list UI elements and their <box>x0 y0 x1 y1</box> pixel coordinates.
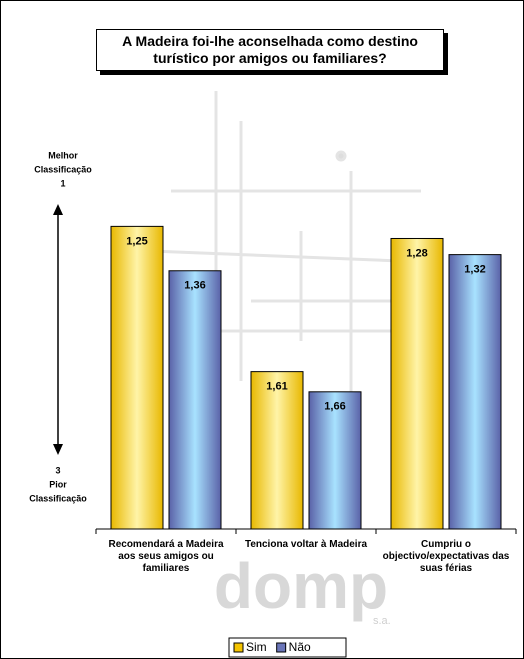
bar <box>308 391 362 530</box>
legend-box <box>228 637 347 658</box>
legend-swatch <box>276 642 287 653</box>
annotation-bottom: 3 <box>55 465 60 475</box>
annotation-bottom: Pior <box>49 479 67 489</box>
value-label: 1,25 <box>126 235 147 247</box>
bar <box>390 237 444 530</box>
legend-label: Não <box>289 640 311 654</box>
legend-swatch <box>233 642 244 653</box>
value-label: 1,66 <box>324 401 345 413</box>
legend-label: Sim <box>246 640 267 654</box>
bar <box>448 254 502 530</box>
watermark-map <box>150 91 431 401</box>
chart-title: A Madeira foi-lhe aconselhada como desti… <box>96 29 444 71</box>
x-tick-label: Tenciona voltar à Madeira <box>244 539 368 550</box>
value-label: 1,36 <box>184 280 205 292</box>
annotation-top: 1 <box>60 178 65 188</box>
annotation-bottom: Classificação <box>29 493 87 503</box>
bar <box>250 371 304 530</box>
annotation-top: Classificação <box>34 164 92 174</box>
x-tick-label: Recomendará a Madeira aos seus amigos ou… <box>108 539 224 574</box>
x-tick-label: Cumpriu o objectivo/expectativas das sua… <box>382 539 510 574</box>
annotation-top: Melhor <box>48 150 78 160</box>
bar <box>110 225 164 530</box>
value-label: 1,28 <box>406 247 427 259</box>
value-label: 1,61 <box>266 381 287 393</box>
watermark-logo: domp <box>214 550 388 622</box>
value-label: 1,32 <box>464 264 485 276</box>
watermark-sub: s.a. <box>373 615 391 627</box>
bar <box>168 270 222 530</box>
